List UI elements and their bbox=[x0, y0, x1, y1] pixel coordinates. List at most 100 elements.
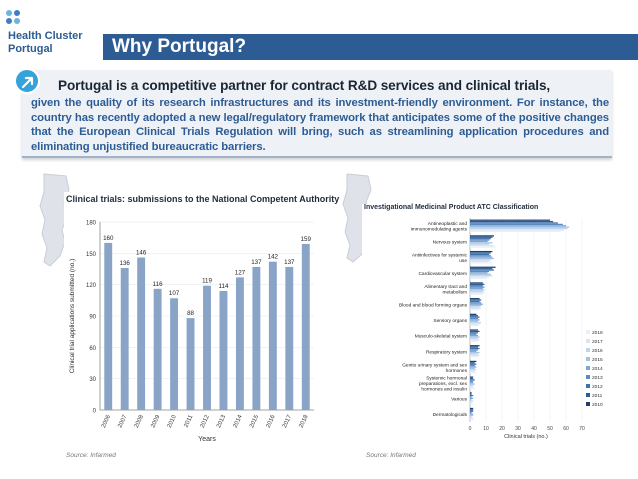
legend-swatch-2011 bbox=[586, 393, 590, 397]
bar-2012 bbox=[470, 316, 480, 318]
submissions-chart-title: Clinical trials: submissions to the Nati… bbox=[66, 194, 340, 204]
legend-swatch-2017 bbox=[586, 339, 590, 343]
x-tick-label: 2012 bbox=[200, 414, 211, 429]
bar-value-label: 136 bbox=[120, 260, 131, 267]
bar-2010 bbox=[470, 360, 477, 363]
bar-2014 bbox=[470, 334, 478, 337]
bar-2011 bbox=[470, 315, 478, 317]
x-tick-label: 2006 bbox=[101, 414, 112, 429]
bar-2011 bbox=[470, 220, 554, 223]
bar-2012 bbox=[470, 269, 494, 271]
arrow-icon bbox=[14, 68, 40, 94]
legend-swatch-2012 bbox=[586, 384, 590, 388]
legend-swatch-2018 bbox=[586, 330, 590, 334]
bar-2012 bbox=[470, 300, 480, 303]
bar-2015 bbox=[470, 273, 491, 275]
bar-value-label: 137 bbox=[251, 259, 262, 266]
x-axis-title: Clinical trials (no.) bbox=[504, 434, 548, 440]
bar-2017 bbox=[470, 323, 480, 325]
bar-value-label: 107 bbox=[169, 290, 180, 297]
bar-2014 bbox=[470, 272, 488, 274]
y-tick-label: 0 bbox=[93, 409, 97, 415]
health-cluster-logo[interactable]: Health Cluster Portugal bbox=[4, 4, 104, 55]
bar-2018 bbox=[301, 243, 310, 410]
bar-2014 bbox=[470, 303, 483, 305]
bar-2011 bbox=[470, 252, 491, 254]
x-tick-label: 70 bbox=[579, 426, 585, 432]
bar-2010 bbox=[470, 313, 477, 315]
category-label: Various bbox=[451, 396, 468, 402]
y-tick-label: 120 bbox=[86, 283, 97, 289]
bar-2011 bbox=[470, 299, 482, 301]
bar-2018 bbox=[470, 293, 483, 295]
category-label: Cardiovascular system bbox=[418, 271, 467, 277]
bar-2017 bbox=[285, 266, 294, 410]
bar-2014 bbox=[470, 225, 566, 227]
bar-2014 bbox=[470, 413, 474, 415]
bar-2013 bbox=[470, 380, 474, 382]
x-tick-label: 10 bbox=[483, 426, 489, 432]
bar-2010 bbox=[470, 266, 496, 268]
bar-2010 bbox=[470, 250, 493, 253]
bar-2011 bbox=[470, 236, 493, 238]
legend-label: 2010 bbox=[592, 402, 603, 408]
bar-2015 bbox=[470, 336, 480, 338]
legend-label: 2014 bbox=[592, 366, 603, 372]
x-tick-label: 2015 bbox=[249, 414, 260, 429]
x-tick-label: 2007 bbox=[117, 414, 128, 429]
bar-value-label: 137 bbox=[284, 259, 295, 266]
bar-2018 bbox=[470, 230, 562, 232]
legend-swatch-2015 bbox=[586, 357, 590, 361]
bar-2010 bbox=[470, 219, 550, 221]
bar-2012 bbox=[470, 222, 558, 224]
bar-2008 bbox=[137, 257, 146, 410]
bar-2013 bbox=[470, 223, 563, 225]
category-label: immunomodulating agents bbox=[411, 227, 468, 233]
bar-2016 bbox=[470, 400, 474, 402]
bar-2013 bbox=[470, 255, 491, 257]
bar-2016 bbox=[470, 384, 474, 387]
legend-label: 2017 bbox=[592, 339, 603, 345]
bar-2013 bbox=[470, 412, 472, 414]
bar-2011 bbox=[470, 393, 472, 395]
x-tick-label: 2016 bbox=[266, 414, 277, 429]
bar-2016 bbox=[470, 416, 472, 418]
bar-2013 bbox=[219, 290, 228, 410]
bar-2011 bbox=[470, 409, 474, 411]
bar-2015 bbox=[470, 399, 472, 401]
bar-value-label: 159 bbox=[301, 236, 312, 243]
y-tick-label: 90 bbox=[89, 315, 96, 321]
bar-2013 bbox=[470, 286, 485, 288]
bar-2018 bbox=[470, 371, 477, 374]
bar-2018 bbox=[470, 387, 475, 389]
bar-2016 bbox=[470, 369, 477, 371]
category-label: Respiratory system bbox=[426, 349, 467, 355]
bar-2013 bbox=[470, 270, 490, 273]
bar-value-label: 127 bbox=[235, 269, 246, 276]
intro-lead-text: Portugal is a competitive partner for co… bbox=[58, 78, 551, 93]
bar-2015 bbox=[470, 226, 570, 228]
bar-2012 bbox=[203, 285, 211, 410]
x-tick-label: 20 bbox=[499, 426, 505, 432]
bar-2017 bbox=[470, 417, 474, 419]
bar-2018 bbox=[470, 246, 496, 248]
bar-2006 bbox=[104, 242, 113, 410]
category-label: Dermatologicals bbox=[433, 412, 468, 418]
x-tick-label: 40 bbox=[531, 426, 537, 432]
bar-2018 bbox=[470, 309, 480, 311]
submissions-chart: 0 30 60 90 120 150 180 160 2006 136 2007 146 2008 116… bbox=[69, 221, 314, 443]
category-label: Systemic hormonal bbox=[426, 375, 467, 381]
legend-label: 2018 bbox=[592, 330, 603, 336]
bar-2012 bbox=[470, 238, 491, 240]
bar-2015 bbox=[470, 305, 482, 307]
bar-2016 bbox=[470, 243, 490, 245]
bar-2011 bbox=[470, 283, 485, 285]
bar-2012 bbox=[470, 410, 474, 412]
x-tick-label: 2018 bbox=[298, 414, 309, 429]
bar-2013 bbox=[470, 396, 472, 398]
bar-value-label: 142 bbox=[268, 254, 279, 261]
bar-2017 bbox=[470, 276, 490, 278]
legend-swatch-2010 bbox=[586, 402, 590, 406]
bar-2018 bbox=[470, 340, 478, 342]
category-label: Sensory organs bbox=[433, 318, 467, 324]
